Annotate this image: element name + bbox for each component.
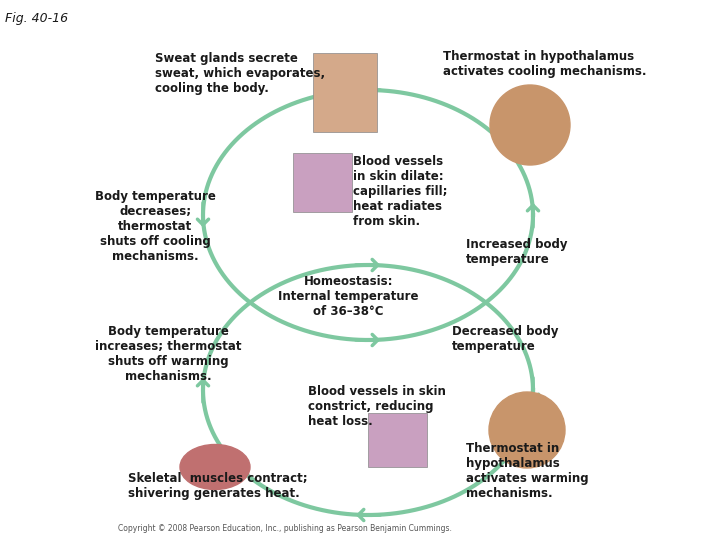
Text: Decreased body
temperature: Decreased body temperature <box>452 325 559 353</box>
FancyBboxPatch shape <box>368 413 427 467</box>
Circle shape <box>489 392 565 468</box>
Text: Sweat glands secrete
sweat, which evaporates,
cooling the body.: Sweat glands secrete sweat, which evapor… <box>155 52 325 95</box>
Text: Body temperature
increases; thermostat
shuts off warming
mechanisms.: Body temperature increases; thermostat s… <box>95 325 241 383</box>
Ellipse shape <box>180 444 250 489</box>
FancyBboxPatch shape <box>293 153 352 212</box>
Text: Blood vessels
in skin dilate:
capillaries fill;
heat radiates
from skin.: Blood vessels in skin dilate: capillarie… <box>353 155 448 228</box>
Circle shape <box>490 85 570 165</box>
Text: Blood vessels in skin
constrict, reducing
heat loss.: Blood vessels in skin constrict, reducin… <box>308 385 446 428</box>
Text: Thermostat in
hypothalamus
activates warming
mechanisms.: Thermostat in hypothalamus activates war… <box>466 442 589 500</box>
Text: Skeletal  muscles contract;
shivering generates heat.: Skeletal muscles contract; shivering gen… <box>128 472 307 500</box>
Text: Homeostasis:
Internal temperature
of 36–38°C: Homeostasis: Internal temperature of 36–… <box>278 275 418 318</box>
Text: Increased body
temperature: Increased body temperature <box>466 238 567 266</box>
Text: Copyright © 2008 Pearson Education, Inc., publishing as Pearson Benjamin Cumming: Copyright © 2008 Pearson Education, Inc.… <box>118 524 452 533</box>
Text: Fig. 40-16: Fig. 40-16 <box>5 12 68 25</box>
Text: Thermostat in hypothalamus
activates cooling mechanisms.: Thermostat in hypothalamus activates coo… <box>443 50 647 78</box>
FancyBboxPatch shape <box>313 53 377 132</box>
Text: Body temperature
decreases;
thermostat
shuts off cooling
mechanisms.: Body temperature decreases; thermostat s… <box>95 190 216 263</box>
